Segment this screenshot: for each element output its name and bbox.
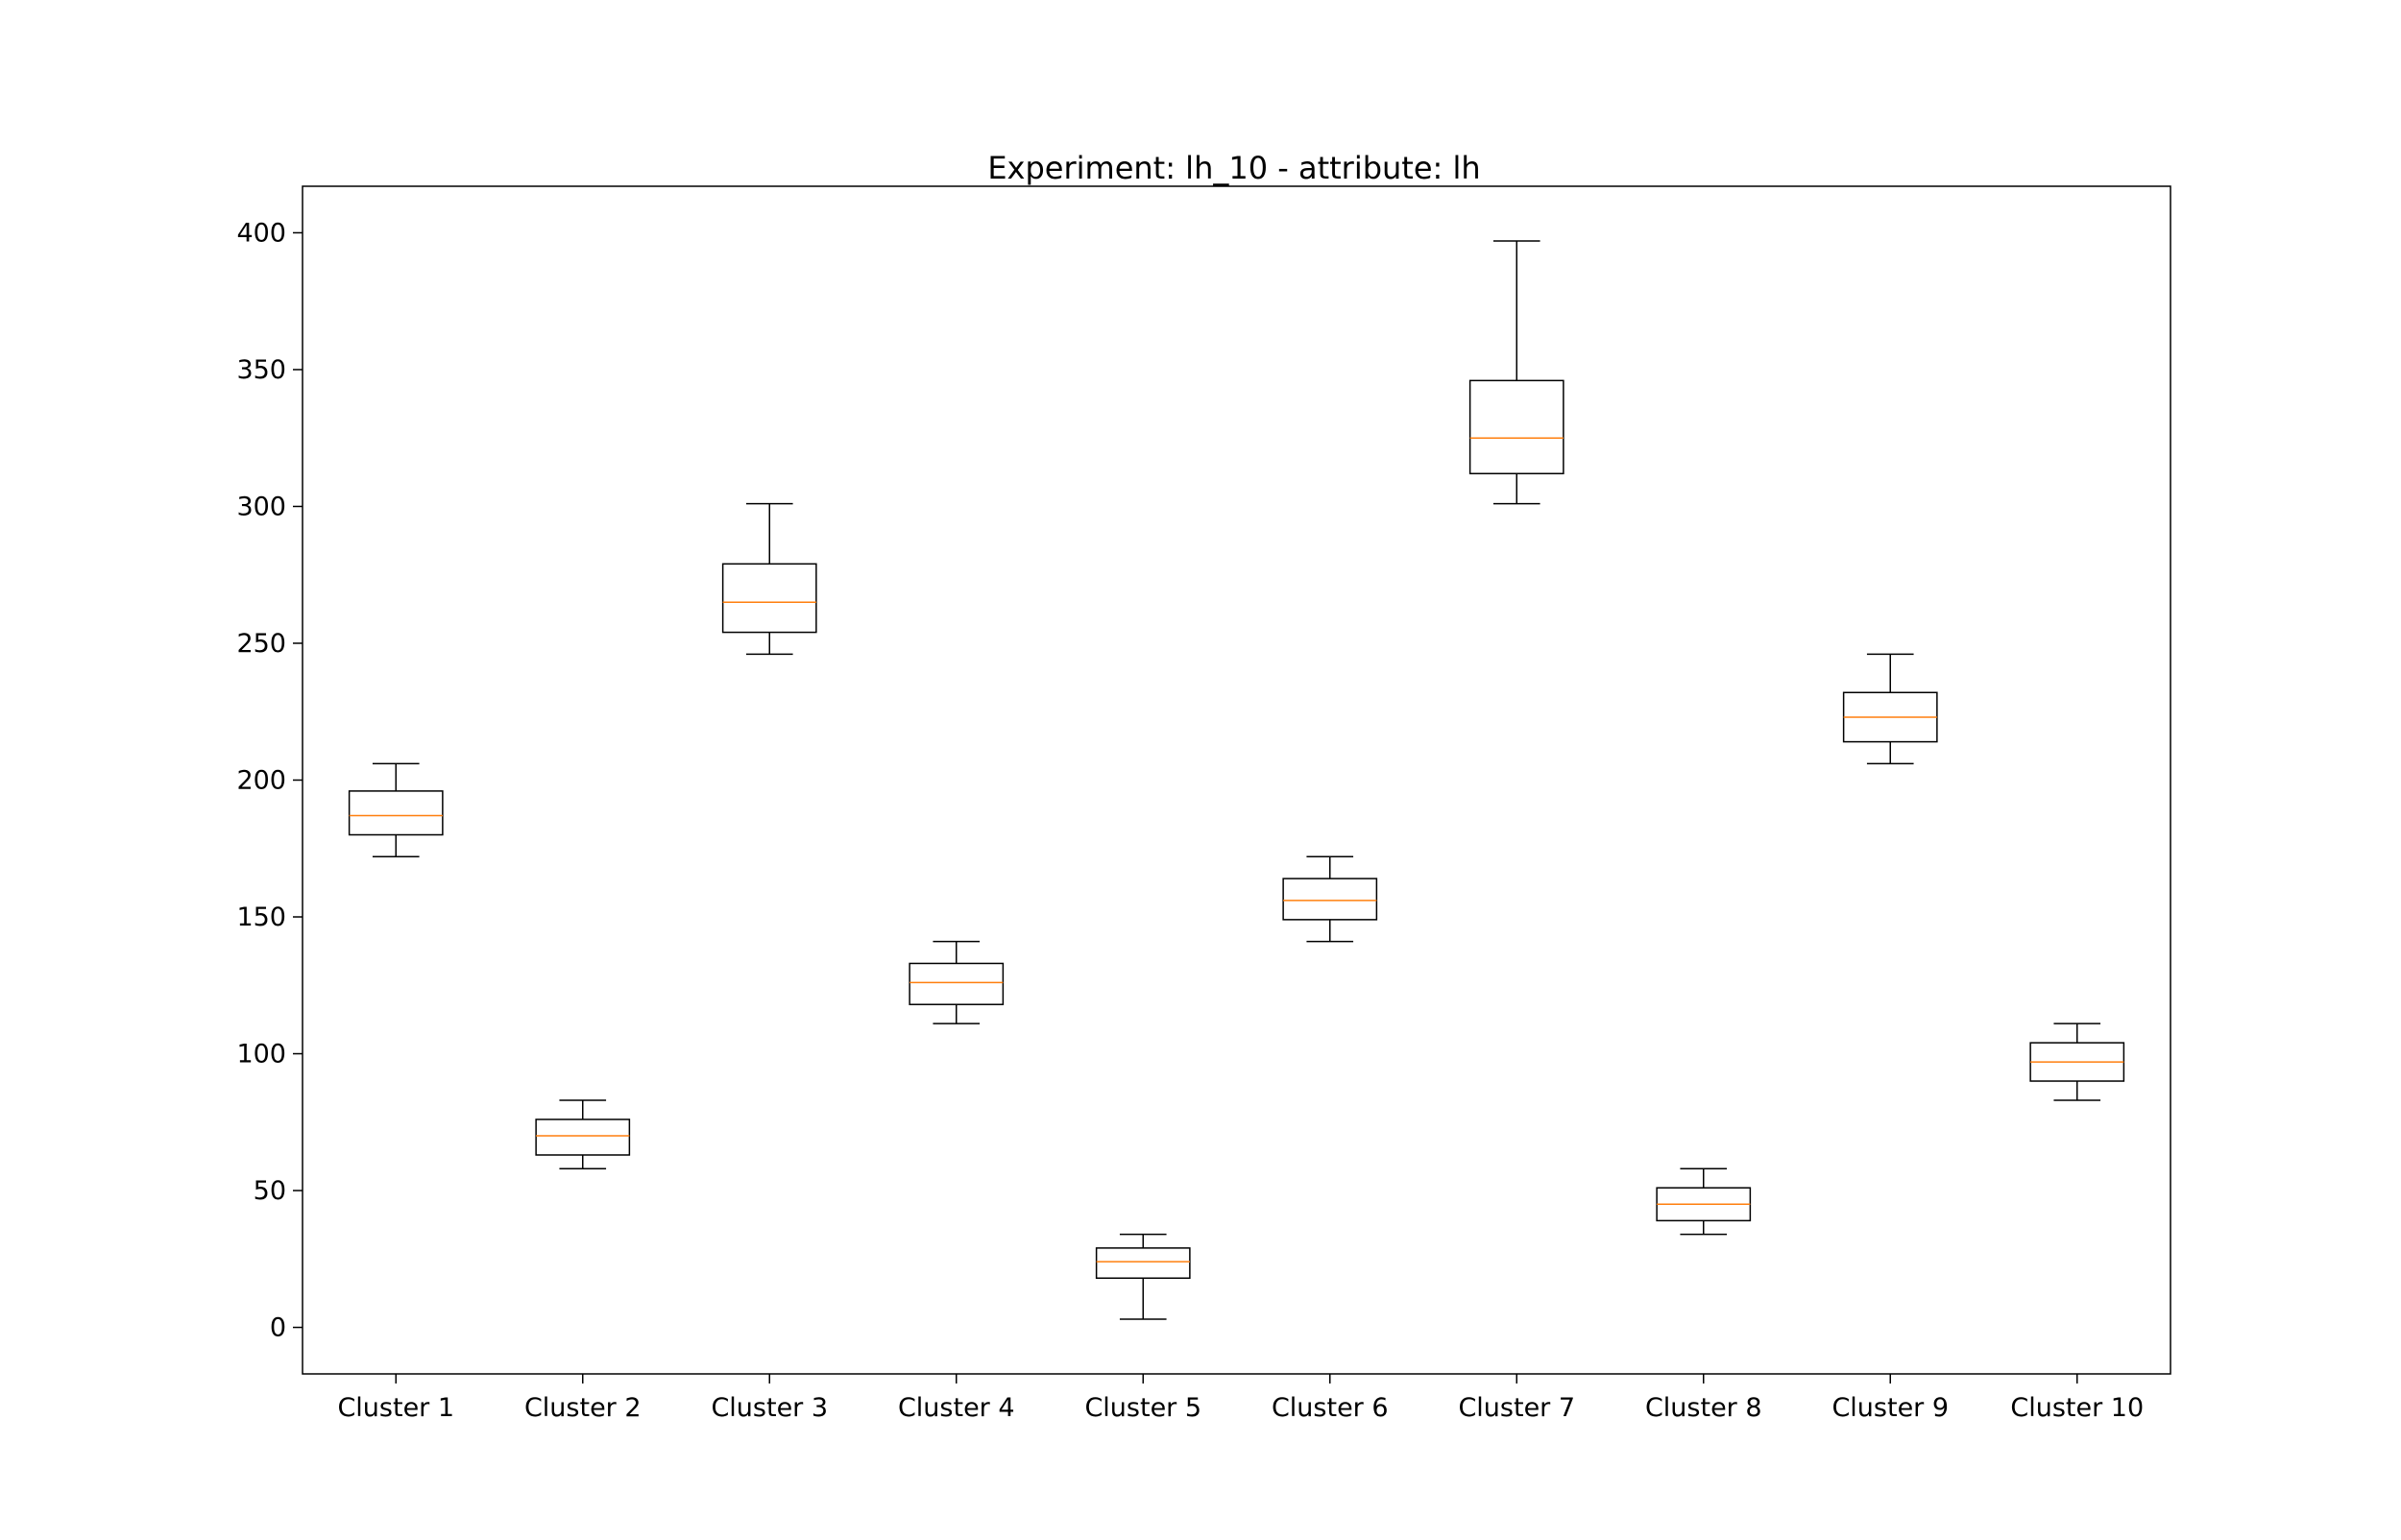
- iqr-box: [1282, 878, 1378, 921]
- plot-area-frame: [302, 185, 2171, 1375]
- box-4: [909, 940, 1005, 1024]
- box-3: [721, 502, 817, 656]
- box-5: [1095, 1233, 1191, 1320]
- iqr-box: [721, 563, 817, 634]
- box-7: [1468, 240, 1564, 505]
- x-tick-label: Cluster 8: [1645, 1393, 1762, 1423]
- x-tick-label: Cluster 6: [1272, 1393, 1389, 1423]
- x-axis: Cluster 1 Cluster 2 Cluster 3 Cluster 4 Clus…: [337, 1374, 2144, 1423]
- box-9: [1842, 653, 1938, 765]
- box-1: [348, 762, 444, 858]
- iqr-box: [1468, 379, 1564, 475]
- y-tick-label: 200: [236, 766, 286, 796]
- box-2: [535, 1099, 631, 1169]
- iqr-box: [1095, 1247, 1191, 1279]
- x-tick-label: Cluster 7: [1458, 1393, 1575, 1423]
- x-tick-label: Cluster 3: [711, 1393, 828, 1423]
- x-tick-label: Cluster 1: [337, 1393, 454, 1423]
- iqr-box: [909, 962, 1005, 1005]
- x-tick-label: Cluster 4: [898, 1393, 1015, 1423]
- y-axis: 0 50 100 150 200 250 300 350 400: [236, 218, 303, 1343]
- x-tick-label: Cluster 10: [2010, 1393, 2144, 1423]
- y-tick-label: 400: [236, 218, 286, 248]
- x-tick-label: Cluster 9: [1831, 1393, 1949, 1423]
- chart-title: Experiment: lh_10 - attribute: lh: [987, 150, 1480, 186]
- x-tick-label: Cluster 5: [1084, 1393, 1201, 1423]
- y-tick-label: 150: [236, 902, 286, 932]
- box-series: [348, 240, 2125, 1320]
- y-tick-label: 0: [270, 1313, 286, 1343]
- y-tick-label: 350: [236, 355, 286, 385]
- y-tick-label: 300: [236, 492, 286, 521]
- iqr-box: [535, 1119, 631, 1156]
- y-tick-label: 250: [236, 629, 286, 659]
- y-tick-label: 50: [254, 1176, 286, 1206]
- box-8: [1656, 1167, 1752, 1236]
- iqr-box: [348, 790, 444, 836]
- box-6: [1282, 855, 1378, 943]
- x-tick-label: Cluster 2: [524, 1393, 642, 1423]
- y-tick-label: 100: [236, 1040, 286, 1070]
- box-10: [2029, 1023, 2125, 1101]
